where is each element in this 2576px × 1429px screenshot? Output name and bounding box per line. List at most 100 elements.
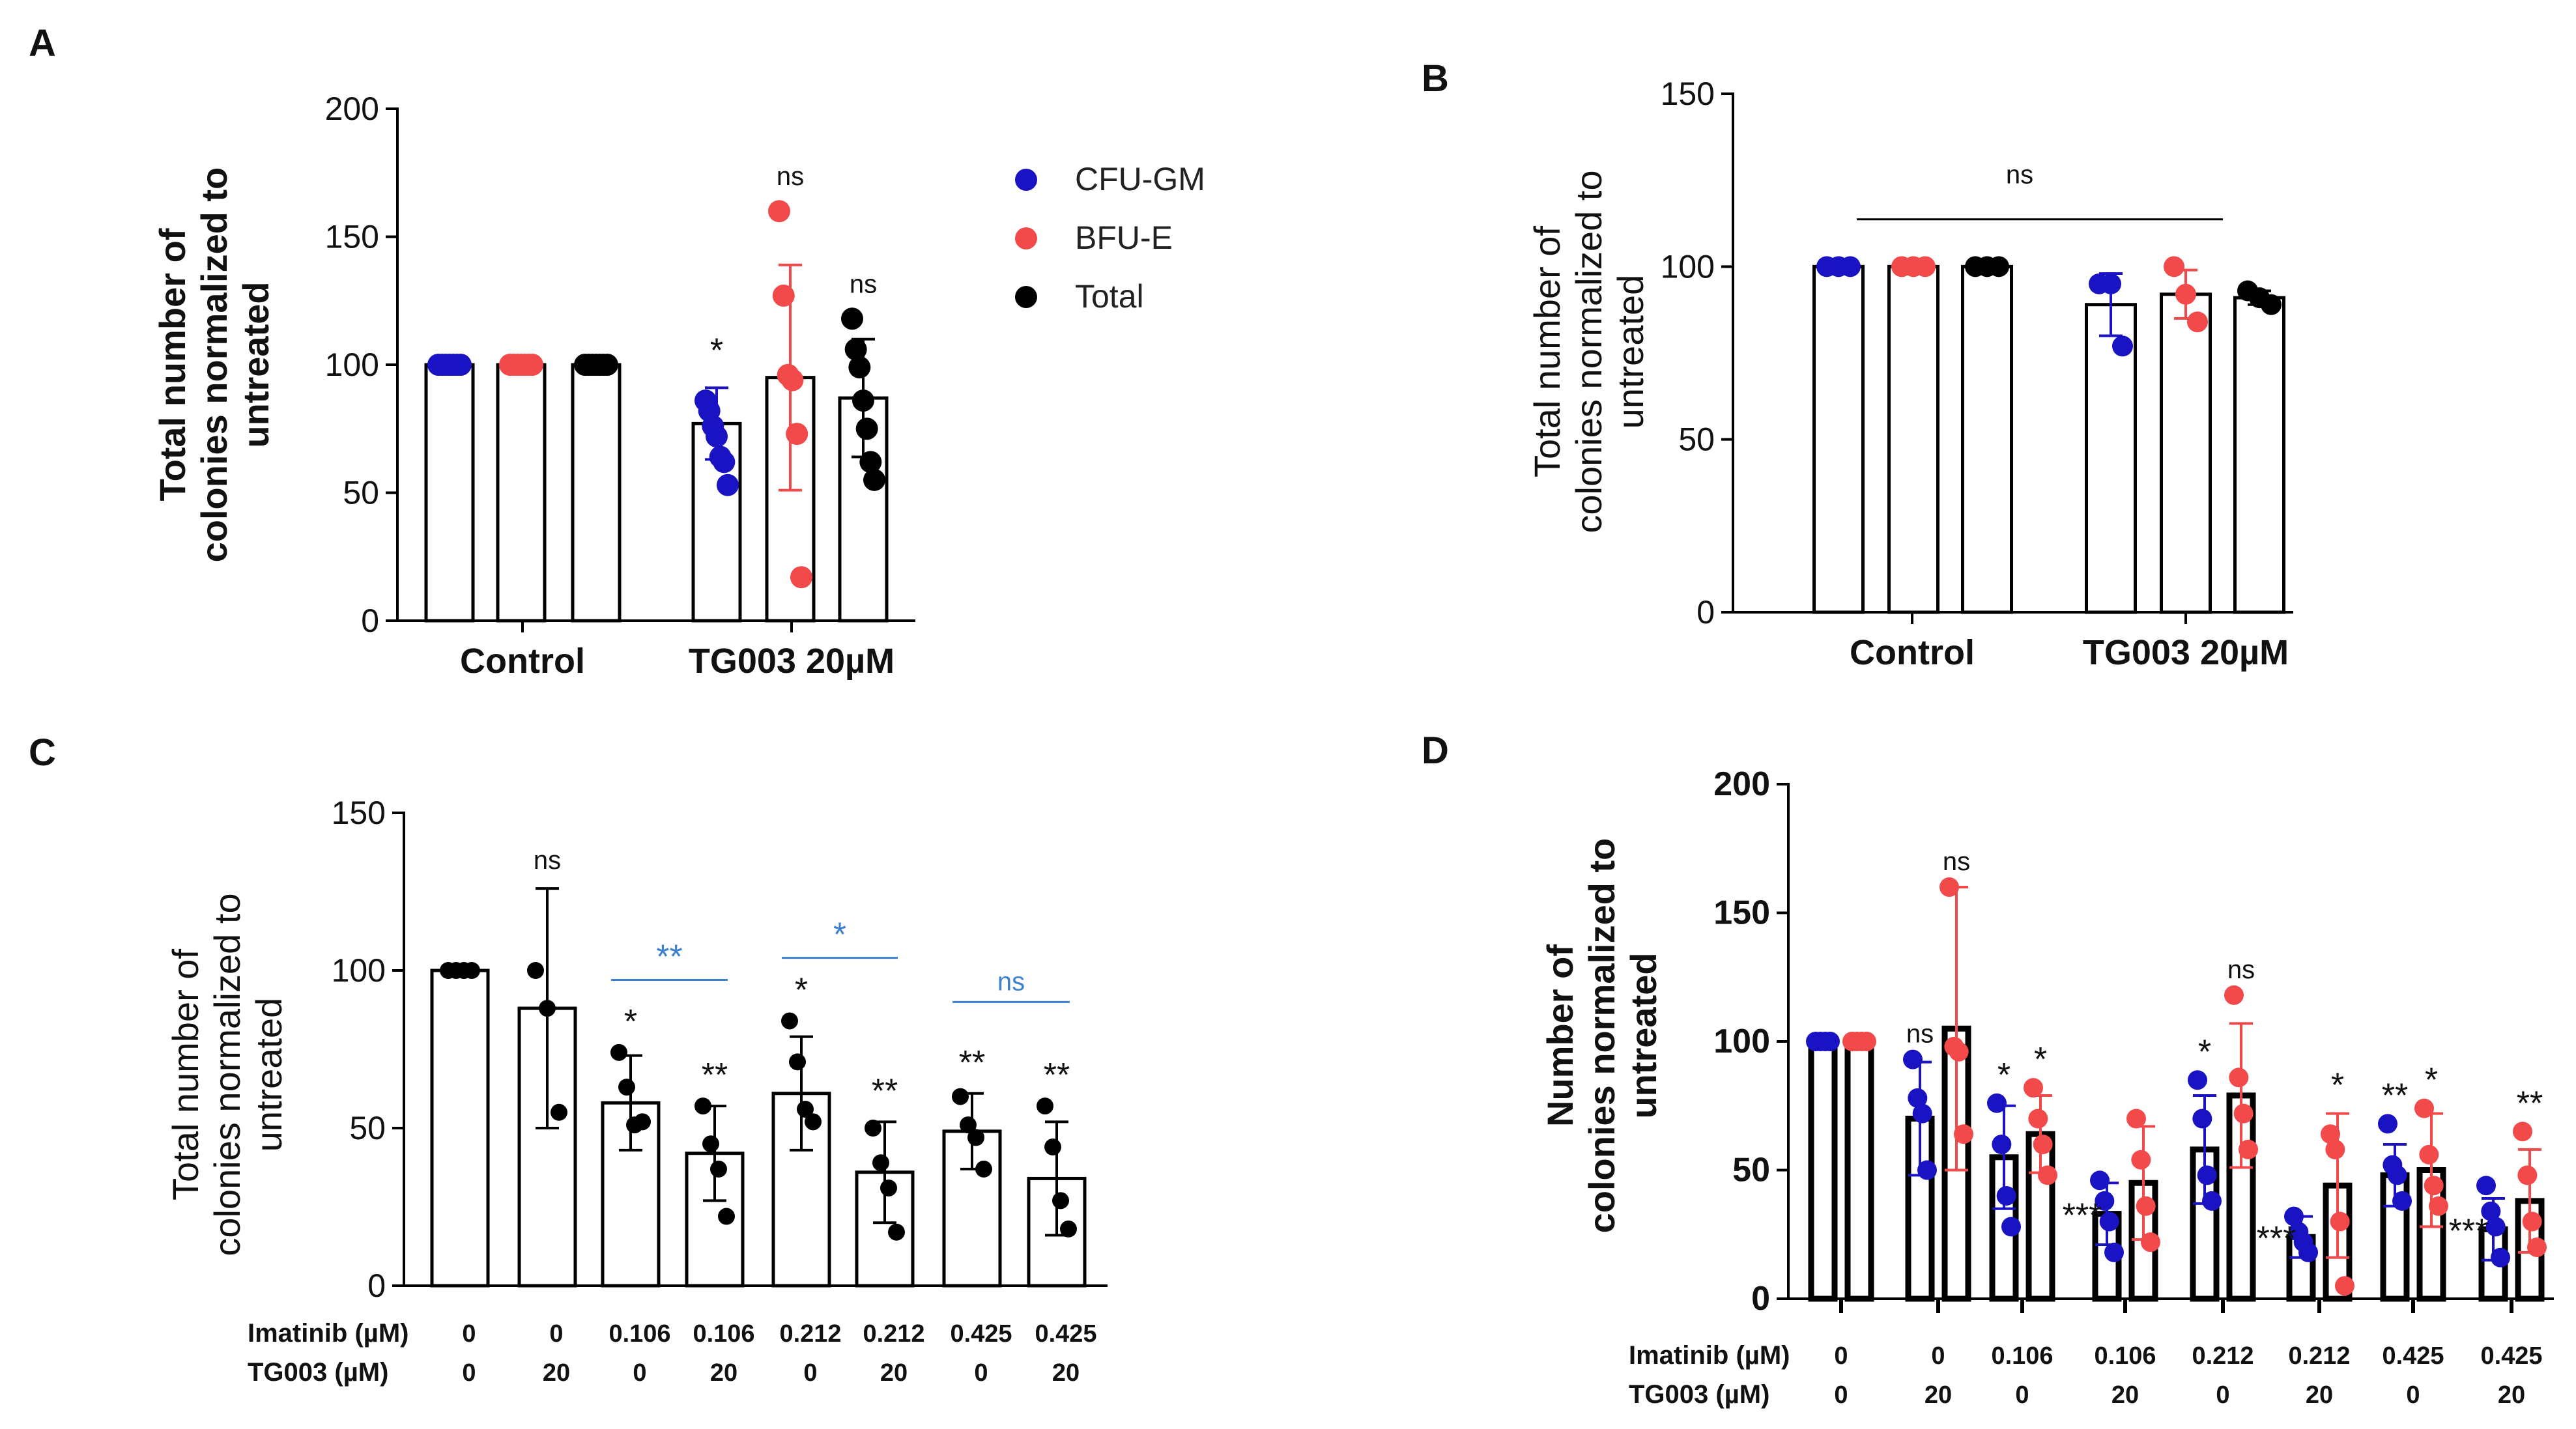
data-point (1988, 256, 2009, 277)
data-point (781, 369, 804, 391)
data-point (2104, 1242, 2124, 1262)
y-tick-label: 0 (1696, 594, 1715, 630)
y-tick-label: 50 (1732, 1152, 1770, 1189)
significance-label: * (710, 332, 723, 369)
data-point (960, 1116, 977, 1134)
significance-label: ** (702, 1056, 728, 1094)
data-point (2335, 1276, 2354, 1296)
tg003-value: 20 (2111, 1381, 2139, 1409)
data-point (2485, 1217, 2506, 1237)
imatinib-value: 0 (1834, 1342, 1848, 1370)
significance-label: * (2425, 1062, 2438, 1099)
data-point (848, 356, 871, 378)
data-point (2392, 1191, 2412, 1211)
data-point (2491, 1247, 2510, 1267)
data-point (1915, 256, 1936, 277)
y-axis-label-line: untreated (1623, 952, 1664, 1118)
data-point (1912, 1103, 1932, 1124)
y-axis-label-line: colonies normalized to (193, 167, 235, 563)
data-point (2112, 335, 2133, 357)
data-point (521, 354, 543, 376)
data-point (2095, 1191, 2115, 1211)
imatinib-value: 0.106 (608, 1320, 670, 1348)
data-point (768, 200, 790, 223)
tg003-value: 20 (1052, 1359, 1080, 1387)
tg003-value: 20 (2306, 1381, 2333, 1409)
y-tick-label: 0 (1751, 1280, 1770, 1318)
data-point (2325, 1139, 2345, 1159)
data-point (2429, 1196, 2448, 1216)
data-point (1820, 1032, 1840, 1051)
significance-label: * (795, 971, 808, 1009)
y-tick-label: 100 (325, 347, 379, 383)
data-point (2476, 1176, 2496, 1196)
panel-label-c: C (29, 731, 56, 774)
bar (1887, 264, 1939, 614)
bar (2085, 303, 2137, 614)
significance-label: ns (1943, 847, 1970, 876)
data-point (2202, 1191, 2222, 1211)
data-point (967, 1129, 984, 1146)
data-point (710, 1160, 727, 1178)
significance-label: ns (2006, 161, 2033, 190)
data-point (2188, 1070, 2207, 1090)
bar (496, 363, 547, 623)
data-point (872, 1154, 889, 1172)
data-point (706, 425, 728, 448)
significance-label: ns (534, 846, 561, 875)
x-category-label: Control (1850, 633, 1975, 672)
chart-panel-a: 0 50 100 150 200 Total number ofcolonies norm… (152, 91, 1205, 681)
data-point (2330, 1211, 2350, 1232)
data-point (2527, 1238, 2547, 1257)
significance-label: ns (2227, 955, 2255, 984)
data-point (551, 1103, 567, 1121)
data-point (789, 1053, 806, 1071)
data-point (596, 354, 618, 376)
legend-label: Total (1075, 278, 1144, 315)
y-tick-label: 200 (1713, 765, 1770, 803)
imatinib-value: 0.106 (693, 1320, 754, 1348)
data-point (2387, 1165, 2407, 1185)
significance-label: * (624, 1003, 637, 1041)
bar (1812, 264, 1865, 614)
y-tick-label: 150 (325, 219, 379, 255)
y-tick-label: 50 (1678, 421, 1715, 458)
data-point (2126, 1109, 2146, 1129)
data-point (1987, 1093, 2007, 1113)
y-axis-label-line: untreated (248, 998, 289, 1152)
significance-label: *** (2257, 1220, 2297, 1258)
data-point (863, 468, 885, 491)
y-axis-label-line: Total number of (152, 228, 193, 501)
data-point (2419, 1144, 2439, 1165)
bar (430, 969, 490, 1288)
significance-label: * (2198, 1033, 2211, 1071)
data-point (2481, 1201, 2501, 1221)
imatinib-value: 0.425 (2382, 1342, 2444, 1370)
significance-label: ** (1044, 1056, 1070, 1094)
y-axis-label-line: colonies normalized to (1568, 170, 1609, 533)
data-point (2028, 1109, 2048, 1129)
imatinib-value: 0 (462, 1320, 476, 1348)
data-point (2033, 1135, 2053, 1154)
x-category-label: TG003 20µM (689, 642, 894, 681)
tg003-value: 0 (803, 1359, 817, 1387)
data-point (1903, 1049, 1923, 1069)
data-point (2090, 1170, 2110, 1191)
row-label-imatinib: Imatinib (µM) (248, 1319, 408, 1348)
data-point (805, 1113, 822, 1131)
data-point (527, 962, 544, 979)
data-point (790, 566, 812, 589)
significance-label: ** (2382, 1077, 2408, 1114)
imatinib-value: 0.425 (2480, 1342, 2542, 1370)
bar (571, 363, 622, 623)
imatinib-value: 0.106 (2094, 1342, 2156, 1370)
comparison-label: ns (997, 967, 1025, 996)
comparison-label: * (833, 916, 846, 954)
panel-label-b: B (1422, 57, 1449, 100)
y-tick-label: 150 (332, 795, 386, 831)
y-axis-label: Number ofcolonies normalized tountreated (1539, 838, 1664, 1234)
data-point (2100, 273, 2121, 294)
y-tick-label: 100 (332, 952, 386, 989)
